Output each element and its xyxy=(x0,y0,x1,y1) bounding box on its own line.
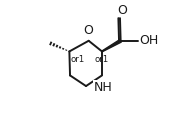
Text: or1: or1 xyxy=(71,55,85,64)
Text: O: O xyxy=(84,24,94,37)
Text: or1: or1 xyxy=(95,55,109,64)
Text: NH: NH xyxy=(94,81,113,94)
Text: OH: OH xyxy=(139,34,158,47)
Text: O: O xyxy=(117,3,127,16)
Polygon shape xyxy=(102,40,121,52)
